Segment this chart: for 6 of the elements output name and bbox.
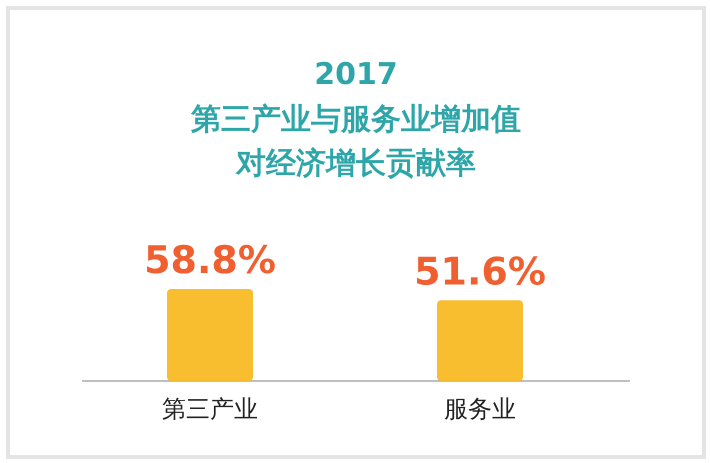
data-label: 58.8% [144,238,276,282]
x-tick-label: 第三产业 [162,395,258,423]
x-tick-label: 服务业 [444,395,516,423]
data-label: 51.6% [414,249,546,294]
chart-subtitle: 第三产业与服务业增加值对经济增长贡献率 [190,101,522,183]
chart-title: 2017 [314,57,398,92]
